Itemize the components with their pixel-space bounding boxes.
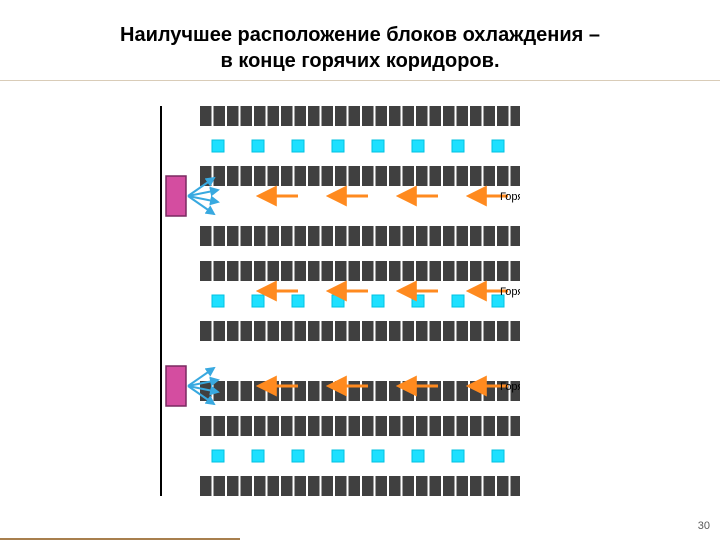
hot-corridor-label: Горячий коридор [500,381,520,393]
hot-corridor-label: Горячий коридор [500,191,520,203]
rack-row [200,106,520,126]
rack-row [200,261,520,281]
rack-row [200,476,520,496]
title-divider [0,80,720,81]
page-number: 30 [698,520,710,532]
rack-row [200,416,520,436]
cool-air-row [212,295,504,307]
rack-row [200,381,520,401]
slide-title-line2: в конце горячих коридоров. [0,48,720,74]
rack-row [200,166,520,186]
hot-corridor-label: Горячий коридор [500,286,520,298]
rack-row [200,226,520,246]
slide-title: Наилучшее расположение блоков охлаждения… [0,22,720,74]
rack-row [200,321,520,341]
slide-title-line1: Наилучшее расположение блоков охлаждения… [0,22,720,48]
cool-air-row [212,450,504,462]
wall [160,106,162,496]
datacenter-diagram: Горячий коридор Горячий коридор Горячий ко… [160,106,520,496]
cool-air-row [212,140,504,152]
hot-corridor: Горячий коридор [260,191,520,203]
